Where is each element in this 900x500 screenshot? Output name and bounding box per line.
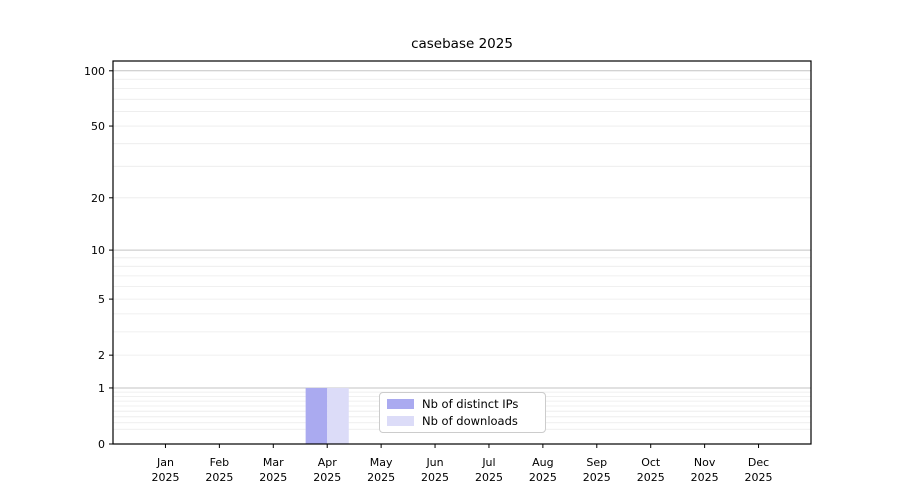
chart-title: casebase 2025 — [411, 36, 513, 52]
x-tick-label-year: 2025 — [745, 471, 773, 484]
plot-border — [112, 60, 812, 445]
x-tick-label-year: 2025 — [313, 471, 341, 484]
y-tick-label: 0 — [98, 438, 105, 451]
x-tick-label-year: 2025 — [583, 471, 611, 484]
x-tick-label-month: Oct — [641, 456, 661, 469]
x-tick-label-year: 2025 — [151, 471, 179, 484]
legend-swatch-downloads — [387, 415, 414, 426]
bar-distinct-ips — [305, 387, 328, 444]
legend: Nb of distinct IPs Nb of downloads — [379, 392, 546, 433]
bar-downloads — [327, 387, 349, 444]
x-tick-label-year: 2025 — [367, 471, 395, 484]
y-tick-label: 100 — [84, 65, 105, 78]
x-tick-label-month: Jan — [156, 456, 174, 469]
y-tick-label: 5 — [98, 293, 105, 306]
x-tick-label-month: Dec — [748, 456, 769, 469]
x-tick-label-year: 2025 — [637, 471, 665, 484]
legend-label-downloads: Nb of downloads — [422, 413, 518, 428]
x-tick-label-year: 2025 — [259, 471, 287, 484]
legend-label-distinct-ips: Nb of distinct IPs — [422, 397, 519, 412]
x-tick-label-year: 2025 — [421, 471, 449, 484]
x-tick-label-year: 2025 — [691, 471, 719, 484]
x-tick-label-month: Apr — [318, 456, 338, 469]
y-tick-label: 2 — [98, 349, 105, 362]
x-tick-label-month: Sep — [586, 456, 607, 469]
x-tick-label-year: 2025 — [529, 471, 557, 484]
x-tick-label-year: 2025 — [475, 471, 503, 484]
x-tick-label-month: Nov — [694, 456, 716, 469]
y-tick-label: 1 — [98, 382, 105, 395]
x-tick-label-month: Jul — [481, 456, 495, 469]
x-tick-label-month: Mar — [263, 456, 284, 469]
legend-item-downloads: Nb of downloads — [387, 413, 538, 428]
x-tick-label-month: May — [370, 456, 393, 469]
y-tick-label: 50 — [91, 120, 105, 133]
x-tick-label-month: Aug — [532, 456, 553, 469]
y-tick-label: 10 — [91, 244, 105, 257]
x-tick-label-month: Jun — [425, 456, 443, 469]
x-tick-label-month: Feb — [210, 456, 229, 469]
x-tick-label-year: 2025 — [205, 471, 233, 484]
legend-swatch-distinct-ips — [387, 399, 414, 410]
y-tick-label: 20 — [91, 192, 105, 205]
legend-item-distinct-ips: Nb of distinct IPs — [387, 397, 538, 412]
